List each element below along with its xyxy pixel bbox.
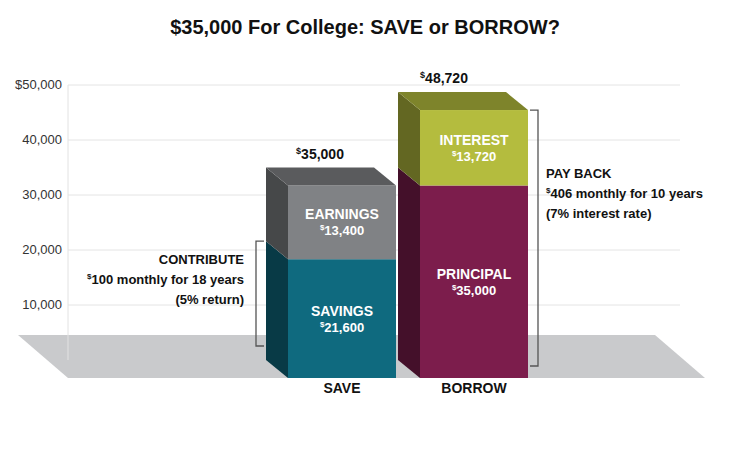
- bracket: [530, 110, 538, 366]
- annotation: CONTRIBUTE $100 monthly for 18 years (5% r…: [87, 241, 264, 346]
- bar-segment: [398, 92, 528, 185]
- title: $35,000 For College: SAVE or BORROW?: [170, 16, 560, 38]
- total-label: $48,720: [420, 70, 468, 86]
- segment-name: PRINCIPAL: [437, 266, 512, 282]
- bar-segment: [266, 241, 396, 378]
- bar: [288, 186, 396, 260]
- data-label: $21,600: [320, 320, 364, 335]
- bar: [420, 186, 528, 379]
- category-label: BORROW: [441, 380, 507, 396]
- segment-name: INTEREST: [439, 132, 509, 148]
- bar-top: [398, 92, 528, 110]
- bars: [266, 92, 528, 378]
- y-tick-label: 10,000: [22, 297, 62, 312]
- bar-side: [266, 241, 288, 378]
- category-label: SAVE: [323, 380, 360, 396]
- bar-top: [266, 168, 396, 186]
- bar: [420, 110, 528, 185]
- annotation: PAY BACK $406 monthly for 10 years (7% int…: [530, 110, 703, 366]
- bar-side: [398, 168, 420, 379]
- bar-segment: [266, 168, 396, 260]
- bracket: [256, 241, 264, 346]
- y-tick-label: 20,000: [22, 242, 62, 257]
- data-label: $13,400: [320, 223, 364, 238]
- y-tick-label: 40,000: [22, 132, 62, 147]
- bar: [288, 259, 396, 378]
- annotation-text: (5% return): [175, 292, 244, 307]
- annotation-text: CONTRIBUTE: [159, 252, 245, 267]
- segment-name: EARNINGS: [305, 206, 379, 222]
- annotation-text: $100 monthly for 18 years: [87, 272, 244, 287]
- bar-segment: [398, 168, 528, 379]
- grid-line: [68, 140, 680, 141]
- annotation-text: (7% interest rate): [546, 206, 651, 221]
- labels: SAVINGS$21,600 EARNINGS$13,400 PRINCIPAL$3…: [305, 132, 512, 335]
- y-axis-line: [68, 85, 69, 360]
- segment-name: SAVINGS: [311, 303, 373, 319]
- grid-line: [68, 85, 680, 86]
- y-tick-label: 30,000: [22, 187, 62, 202]
- annotation-text: PAY BACK: [546, 166, 612, 181]
- y-tick-label: $50,000: [15, 77, 62, 92]
- annotation-text: $406 monthly for 10 years: [546, 186, 703, 201]
- data-label: $13,720: [452, 149, 496, 164]
- chart: $35,000 For College: SAVE or BORROW? 10,0…: [0, 0, 730, 458]
- total-label: $35,000: [296, 146, 344, 162]
- data-label: $35,000: [452, 283, 496, 298]
